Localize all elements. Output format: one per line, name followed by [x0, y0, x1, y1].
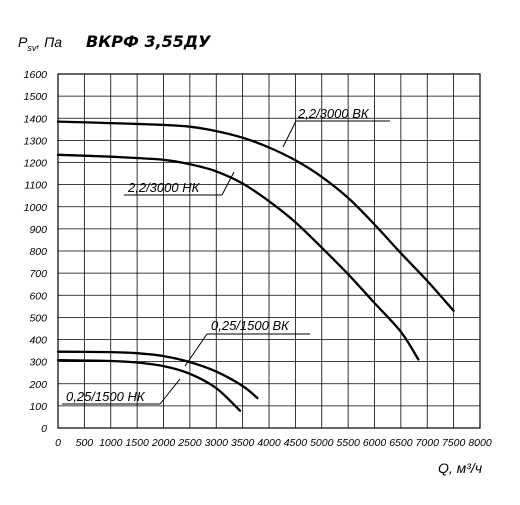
y-tick-label: 600	[29, 290, 47, 302]
grid	[57, 73, 481, 429]
series-line-1	[56, 120, 455, 312]
y-tick-label: 700	[29, 268, 47, 280]
series-line-3	[56, 350, 259, 400]
label-leader	[159, 378, 181, 405]
curve-label-1: 2,2/3000 ВК	[282, 106, 390, 148]
y-tick-label: 1500	[24, 91, 48, 103]
x-tick-label: 1500	[125, 437, 149, 449]
y-tick-label: 0	[41, 423, 47, 435]
x-tick-label: 500	[76, 437, 94, 449]
x-tick-label: 4000	[257, 437, 281, 449]
curve-label-4: 0,25/1500 НК	[62, 378, 181, 405]
y-axis-label: Psv, Па	[18, 34, 62, 53]
y-tick-label: 1000	[24, 202, 48, 214]
x-tick-labels: 0 500 1000 1500 2000 2500 3000 3500 4000 4500 5000…	[55, 437, 492, 449]
label-leader	[282, 120, 297, 148]
x-tick-label: 2000	[151, 437, 176, 449]
y-tick-label: 1200	[24, 158, 48, 170]
y-tick-label: 1300	[24, 135, 48, 147]
x-tick-label: 8000	[468, 437, 492, 449]
y-tick-label: 200	[28, 379, 47, 391]
x-tick-label: 6000	[363, 437, 387, 449]
x-tick-label: 3500	[231, 437, 255, 449]
label-leader	[221, 171, 235, 196]
chart-title: ВКРФ 3,55ДУ	[86, 32, 211, 51]
y-tick-label: 400	[29, 335, 47, 347]
y-tick-labels: 0 100 200 300 400 500 600 700 800 900 1000 1100 1200…	[24, 69, 48, 435]
x-tick-label: 3000	[205, 437, 229, 449]
x-axis-label: Q, м³/ч	[438, 460, 482, 476]
label-leader	[184, 333, 208, 367]
y-tick-label: 300	[29, 357, 47, 369]
curves	[56, 120, 455, 412]
y-tick-label: 500	[29, 312, 47, 324]
x-tick-label: 4500	[284, 437, 308, 449]
x-tick-label: 5000	[310, 437, 334, 449]
series-line-2	[56, 153, 420, 361]
x-tick-label: 1000	[99, 437, 123, 449]
x-tick-label: 2500	[177, 437, 202, 449]
y-tick-label: 1400	[24, 113, 48, 125]
curve-labels: 2,2/3000 ВК 2,2/3000 НК 0,25/1500 ВК 0,25/1…	[62, 106, 390, 405]
x-tick-label: 5500	[336, 437, 360, 449]
y-tick-label: 100	[29, 401, 47, 413]
x-tick-label: 0	[55, 437, 61, 449]
x-tick-label: 6500	[389, 437, 413, 449]
curve-label-3: 0,25/1500 ВК	[184, 318, 310, 367]
curve-label-text: 0,25/1500 ВК	[211, 318, 290, 333]
plot-frame	[57, 73, 481, 429]
x-tick-label: 7500	[442, 437, 466, 449]
y-tick-label: 1600	[24, 69, 48, 81]
series-line-4	[56, 358, 242, 412]
y-tick-label: 900	[29, 224, 47, 236]
x-tick-label: 7000	[416, 437, 440, 449]
curve-label-text: 2,2/3000 ВК	[297, 106, 370, 121]
curve-label-text: 2,2/3000 НК	[127, 180, 201, 195]
y-tick-label: 800	[29, 246, 47, 258]
curve-label-2: 2,2/3000 НК	[124, 171, 235, 196]
curve-label-text: 0,25/1500 НК	[66, 389, 146, 404]
y-tick-label: 1100	[24, 180, 47, 192]
